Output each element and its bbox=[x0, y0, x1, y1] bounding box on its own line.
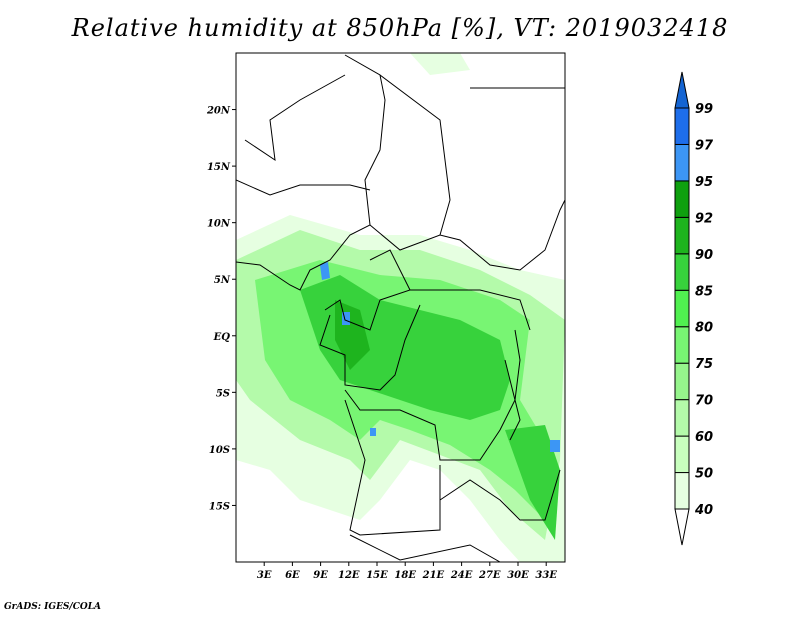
lon-tick-label: 18E bbox=[394, 570, 416, 581]
lon-tick-label: 30E bbox=[507, 570, 529, 581]
country-borders bbox=[236, 54, 565, 562]
colorbar-under-arrow bbox=[674, 508, 690, 546]
lon-tick-label: 3E bbox=[257, 570, 272, 581]
colorbar-swatch bbox=[674, 216, 690, 255]
rh-85-south bbox=[505, 425, 560, 540]
colorbar-swatch bbox=[674, 472, 690, 510]
colorbar-label: 50 bbox=[695, 467, 713, 482]
colorbar-label: 99 bbox=[695, 102, 713, 117]
colorbar-swatch bbox=[674, 253, 690, 291]
colorbar-swatch bbox=[674, 326, 690, 364]
lon-tick-label: 6E bbox=[285, 570, 300, 581]
colorbar-swatch bbox=[674, 435, 690, 474]
lat-tick-label: 10S bbox=[209, 445, 230, 456]
chart-title: Relative humidity at 850hPa [%], VT: 201… bbox=[71, 14, 729, 42]
colorbar-swatch bbox=[674, 143, 690, 182]
colorbar-label: 60 bbox=[695, 430, 713, 445]
map-frame bbox=[235, 52, 566, 563]
lon-tick-label: 33E bbox=[535, 570, 557, 581]
rh-95-patch-3 bbox=[550, 440, 560, 452]
colorbar: 40 50 60 70 75 80 85 90 92 95 97 99 bbox=[674, 71, 714, 546]
colorbar-label: 95 bbox=[695, 175, 713, 190]
humidity-field bbox=[236, 53, 565, 562]
lon-tick-label: 24E bbox=[450, 570, 473, 581]
grads-credit: GrADS: IGES/COLA bbox=[4, 602, 102, 612]
lat-tick-label: 5N bbox=[214, 275, 231, 286]
rh-95-patch-1 bbox=[320, 262, 330, 280]
colorbar-label: 70 bbox=[695, 394, 713, 409]
colorbar-swatch bbox=[674, 180, 690, 218]
colorbar-over-arrow bbox=[674, 71, 690, 109]
lon-tick-label: 9E bbox=[313, 570, 328, 581]
colorbar-label: 75 bbox=[695, 357, 713, 372]
lat-tick-label: 20N bbox=[206, 106, 231, 117]
lat-tick-label: 15N bbox=[207, 162, 231, 173]
colorbar-label: 97 bbox=[695, 138, 714, 153]
lat-tick-label: EQ bbox=[213, 332, 231, 343]
rh-40-north bbox=[410, 53, 470, 75]
lon-tick-label: 27E bbox=[478, 570, 501, 581]
colorbar-swatch bbox=[674, 107, 690, 145]
colorbar-label: 90 bbox=[695, 248, 713, 263]
lat-tick-label: 10N bbox=[207, 219, 231, 230]
rh-95-patch-4 bbox=[370, 428, 376, 436]
colorbar-swatch bbox=[674, 399, 690, 437]
colorbar-swatch bbox=[674, 289, 690, 328]
colorbar-swatch bbox=[674, 362, 690, 401]
lat-tick-label: 15S bbox=[209, 501, 230, 512]
lon-tick-label: 21E bbox=[422, 570, 445, 581]
lat-tick-label: 5S bbox=[216, 388, 230, 399]
colorbar-label: 85 bbox=[695, 284, 713, 299]
colorbar-label: 40 bbox=[694, 503, 713, 518]
lon-tick-label: 15E bbox=[366, 570, 388, 581]
colorbar-label: 80 bbox=[695, 321, 713, 336]
lon-tick-label: 12E bbox=[338, 570, 360, 581]
colorbar-label: 92 bbox=[695, 211, 713, 226]
